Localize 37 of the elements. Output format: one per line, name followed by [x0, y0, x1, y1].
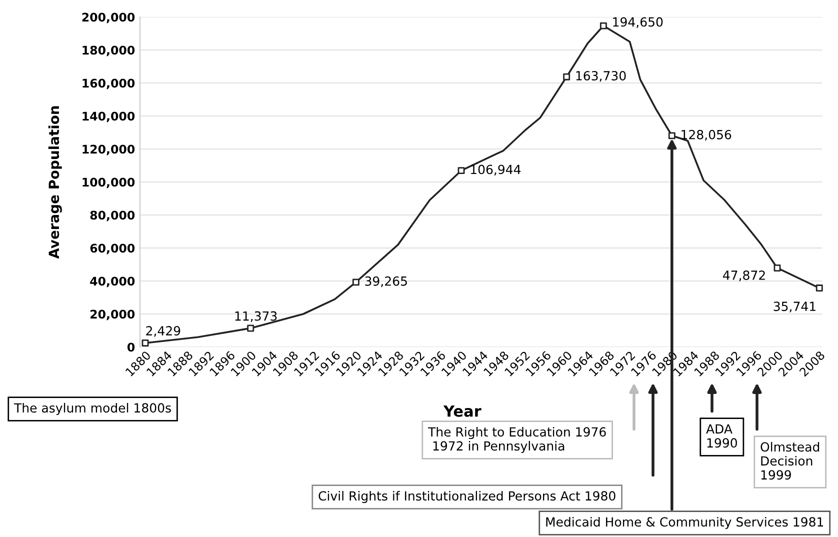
point — [600, 22, 607, 30]
annotation: Medicaid Home & Community Services 1981 — [546, 516, 824, 530]
data-label: 163,730 — [576, 71, 626, 82]
point — [816, 284, 823, 292]
data-label: 106,944 — [470, 164, 521, 176]
data-label: 47,872 — [723, 270, 765, 282]
y-tick-label: 140,000 — [82, 112, 135, 122]
y-tick-label: 120,000 — [82, 144, 135, 156]
point — [563, 73, 570, 80]
y-tick-label: 0 — [127, 342, 135, 352]
data-label: 194,650 — [613, 17, 663, 28]
text: ADA 1990 — [706, 424, 737, 448]
point — [142, 340, 149, 346]
data-label: 39,265 — [365, 276, 407, 288]
y-tick-label: 20,000 — [90, 310, 135, 320]
point — [352, 278, 360, 286]
y-tick-label: 40,000 — [90, 276, 135, 288]
y-tick-label: 60,000 — [90, 244, 135, 254]
data-label: 35,741 — [774, 302, 816, 312]
y-axis-title: Average Population — [48, 106, 62, 259]
text: Olmstead Decision 1999 — [760, 442, 820, 480]
y-tick-label: 180,000 — [82, 46, 135, 56]
text: Civil Rights if Institutionalized Persons Act 1980 — [318, 490, 616, 504]
text: The Right to Education 1976 1972 in Pennsylvania — [428, 426, 606, 454]
data-label: 128,056 — [682, 130, 732, 141]
text: The asylum model 1800s — [14, 402, 171, 416]
y-tick-label: 200,000 — [82, 12, 135, 24]
y-tick-label: 160,000 — [82, 78, 135, 90]
data-label: 11,373 — [235, 311, 277, 322]
point — [458, 167, 465, 174]
x-axis-title: Year — [443, 405, 482, 417]
point — [247, 324, 254, 332]
y-tick-label: 100,000 — [82, 178, 135, 188]
y-tick-label: 80,000 — [90, 210, 135, 222]
point — [774, 264, 781, 272]
point — [668, 132, 676, 140]
data-label: 2,429 — [146, 326, 180, 337]
